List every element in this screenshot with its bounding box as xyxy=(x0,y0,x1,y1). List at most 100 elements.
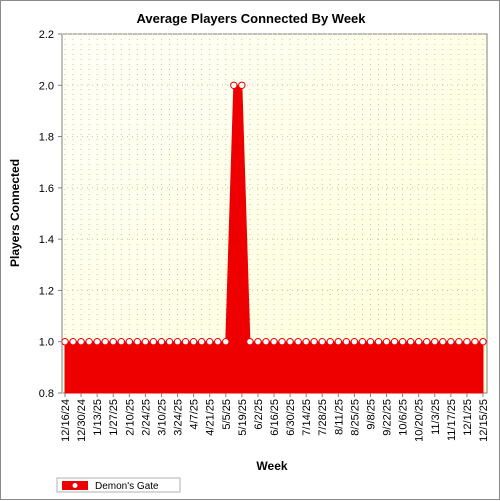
data-point xyxy=(447,338,455,346)
x-tick-label: 10/20/25 xyxy=(414,399,426,442)
data-point xyxy=(117,338,125,346)
legend: Demon's Gate xyxy=(56,477,181,493)
data-point xyxy=(342,338,351,346)
data-point xyxy=(350,338,359,346)
data-point xyxy=(77,338,85,346)
x-tick-label: 12/1/25 xyxy=(462,399,474,436)
data-point xyxy=(125,338,134,346)
data-point xyxy=(463,338,471,346)
x-tick-label: 1/27/25 xyxy=(108,399,120,436)
x-tick-label: 8/11/25 xyxy=(333,399,345,435)
x-tick-label: 3/24/25 xyxy=(173,399,185,436)
data-point xyxy=(205,338,214,346)
y-axis-label: Players Connected xyxy=(8,159,22,267)
data-point xyxy=(423,338,431,346)
x-tick-label: 11/3/25 xyxy=(430,399,442,435)
data-point xyxy=(366,338,375,346)
data-point xyxy=(133,338,142,346)
data-point xyxy=(455,338,463,346)
x-tick-label: 2/24/25 xyxy=(140,399,152,436)
data-point xyxy=(406,338,415,346)
x-tick-label: 8/25/25 xyxy=(349,399,361,436)
x-axis-label: Week xyxy=(256,459,287,473)
x-tick-label: 2/10/25 xyxy=(124,399,136,436)
data-point xyxy=(165,338,174,346)
data-point xyxy=(414,338,423,346)
data-point xyxy=(238,81,246,89)
legend-marker xyxy=(71,482,79,489)
data-point xyxy=(141,338,150,346)
data-point xyxy=(93,338,101,346)
data-point xyxy=(398,338,407,346)
x-tick-label: 5/19/25 xyxy=(237,399,249,436)
data-point xyxy=(197,338,206,346)
data-point xyxy=(334,338,343,346)
data-point xyxy=(278,338,286,346)
x-tick-label: 9/8/25 xyxy=(365,399,377,430)
data-point xyxy=(310,338,318,346)
y-tick-label: 1.0 xyxy=(39,337,54,349)
data-point xyxy=(439,338,447,346)
series-markers xyxy=(61,81,487,346)
data-point xyxy=(101,338,109,346)
y-tick-label: 0.8 xyxy=(39,388,54,400)
x-tick-label: 11/17/25 xyxy=(446,399,458,441)
data-point xyxy=(181,338,190,346)
x-tick-label: 5/5/25 xyxy=(221,399,233,430)
data-point xyxy=(431,338,439,346)
plot-area xyxy=(61,33,488,394)
y-tick-label: 1.4 xyxy=(39,234,54,246)
x-tick-label: 4/7/25 xyxy=(189,399,201,430)
data-point xyxy=(390,338,399,346)
data-point xyxy=(157,338,166,346)
data-point xyxy=(302,338,310,346)
data-point xyxy=(254,338,262,346)
data-point xyxy=(270,338,278,346)
x-tick-label: 3/10/25 xyxy=(156,399,168,436)
data-point xyxy=(374,338,383,346)
data-point xyxy=(471,338,479,346)
data-point xyxy=(479,338,487,346)
y-tick-label: 2.0 xyxy=(39,80,54,92)
data-point xyxy=(286,338,294,346)
data-point xyxy=(326,338,334,346)
x-axis-ticks: 12/16/24 12/30/24 1/13/25 1/27/25 2/10/25 2/2… xyxy=(60,393,490,442)
x-tick-label: 9/22/25 xyxy=(382,399,394,436)
data-point xyxy=(61,338,69,346)
x-tick-label: 12/16/24 xyxy=(60,399,72,442)
data-point xyxy=(294,338,302,346)
x-tick-label: 4/21/25 xyxy=(205,399,217,436)
x-tick-label: 12/30/24 xyxy=(76,399,88,442)
x-tick-label: 6/2/25 xyxy=(253,399,265,430)
data-point xyxy=(382,338,391,346)
x-tick-label: 7/28/25 xyxy=(317,399,329,436)
data-point xyxy=(230,81,238,89)
data-point xyxy=(358,338,367,346)
x-tick-label: 10/6/25 xyxy=(398,399,410,436)
data-point xyxy=(222,338,230,346)
x-tick-label: 6/16/25 xyxy=(269,399,281,436)
x-tick-label: 7/14/25 xyxy=(301,399,313,436)
y-axis-ticks: 0.8 1.0 1.2 1.4 1.6 1.8 2.0 2.2 xyxy=(39,29,62,400)
data-point xyxy=(262,338,270,346)
y-tick-label: 1.6 xyxy=(39,183,54,195)
data-point xyxy=(318,338,326,346)
y-tick-label: 1.8 xyxy=(39,132,54,144)
x-tick-label: 12/15/25 xyxy=(478,399,490,442)
chart-title: Average Players Connected By Week xyxy=(136,11,366,26)
data-point xyxy=(85,338,93,346)
data-point xyxy=(214,338,222,346)
x-tick-label: 6/30/25 xyxy=(285,399,297,436)
data-point xyxy=(246,338,254,346)
y-tick-label: 1.2 xyxy=(39,285,54,297)
legend-label: Demon's Gate xyxy=(95,481,159,492)
data-point xyxy=(69,338,77,346)
data-point xyxy=(109,338,117,346)
x-tick-label: 1/13/25 xyxy=(92,399,104,436)
y-tick-label: 2.2 xyxy=(39,29,54,41)
data-point xyxy=(149,338,158,346)
data-point xyxy=(173,338,182,346)
data-point xyxy=(189,338,198,346)
